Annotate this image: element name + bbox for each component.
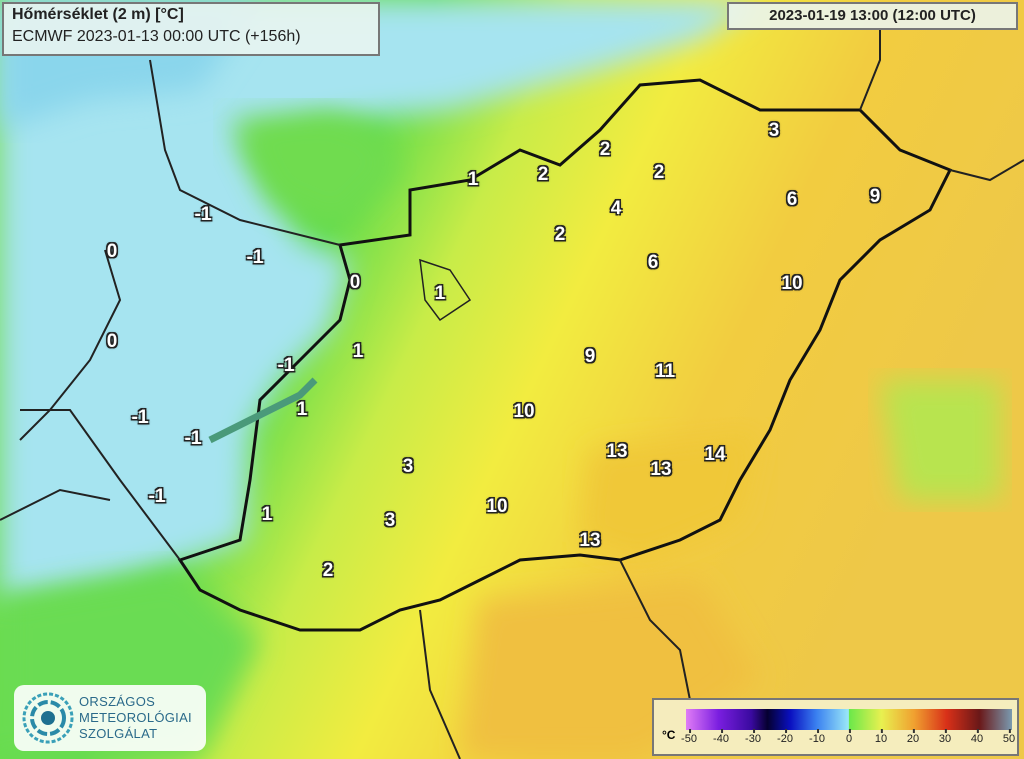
temp-label: 6 (647, 252, 659, 273)
model-run: ECMWF 2023-01-13 00:00 UTC (+156h) (12, 28, 301, 45)
temp-label: 0 (349, 272, 361, 293)
legend-tick: -20 (777, 729, 793, 745)
map-title: Hőmérséklet (2 m) [°C] (12, 6, 184, 23)
temp-label: 3 (768, 120, 780, 141)
legend-tick: 30 (938, 729, 952, 745)
temp-label: -1 (148, 486, 166, 507)
temp-label: 10 (513, 401, 535, 422)
temp-label: 2 (554, 224, 566, 245)
temp-label: 11 (654, 361, 676, 382)
temp-label: 10 (486, 496, 508, 517)
temp-label: 2 (322, 560, 334, 581)
legend-tick: -40 (713, 729, 729, 745)
legend-tick: 40 (970, 729, 984, 745)
logo-text-line: ORSZÁGOS (79, 694, 156, 709)
temp-label: 10 (781, 273, 803, 294)
temp-label: 13 (579, 530, 601, 551)
legend-tick: 10 (874, 729, 888, 745)
temp-label: -1 (184, 428, 202, 449)
temp-label: 13 (650, 459, 672, 480)
legend-tick: 20 (906, 729, 920, 745)
temp-label: 0 (106, 241, 118, 262)
color-scale-bar (686, 709, 1012, 730)
temp-label: 2 (599, 139, 611, 160)
temp-label: 0 (106, 331, 118, 352)
temp-label: 1 (434, 283, 446, 304)
legend-tick: 0 (845, 729, 853, 745)
temp-label: 1 (261, 504, 273, 525)
swirl-logo-icon (22, 692, 74, 744)
temp-label: 9 (584, 346, 596, 367)
valid-time: 2023-01-19 13:00 (12:00 UTC) (727, 2, 1018, 30)
temp-label: -1 (131, 407, 149, 428)
temp-label: 2 (653, 162, 665, 183)
legend-tick: -10 (809, 729, 825, 745)
temp-label: -1 (246, 247, 264, 268)
temp-label: 14 (704, 444, 726, 465)
temp-label: 13 (606, 441, 628, 462)
temp-label: 3 (384, 510, 396, 531)
legend-tick: -30 (745, 729, 761, 745)
temp-label: 9 (869, 186, 881, 207)
temp-label: 2 (537, 164, 549, 185)
temp-label: -1 (194, 204, 212, 225)
temp-label: 1 (467, 169, 479, 190)
legend-unit: °C (662, 728, 676, 742)
temp-label: 4 (610, 198, 622, 219)
color-legend: °C -50 -40 -30 -20 -10 0 10 20 30 40 50 (652, 698, 1019, 756)
temp-label: -1 (277, 355, 295, 376)
temp-label: 1 (296, 399, 308, 420)
logo-text-line: METEOROLÓGIAI (79, 710, 192, 725)
temp-label: 3 (402, 456, 414, 477)
logo-text-line: SZOLGÁLAT (79, 726, 158, 741)
legend-tick: 50 (1002, 729, 1016, 745)
omsz-logo: ORSZÁGOS METEOROLÓGIAI SZOLGÁLAT (14, 685, 206, 751)
temp-label: 6 (786, 189, 798, 210)
legend-tick: -50 (681, 729, 697, 745)
hungary-border (177, 78, 953, 632)
temp-label: 1 (352, 341, 364, 362)
title-box: Hőmérséklet (2 m) [°C] ECMWF 2023-01-13 … (2, 2, 380, 56)
